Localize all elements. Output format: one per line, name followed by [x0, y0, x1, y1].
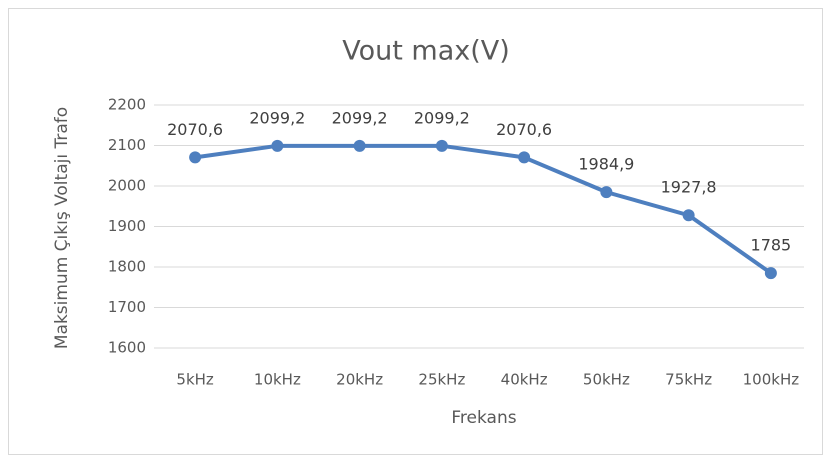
y-tick-label: 2200: [108, 96, 146, 114]
data-label: 1785: [751, 236, 792, 255]
y-tick-label: 2000: [108, 177, 146, 195]
marker: [189, 151, 202, 164]
chart-title: Vout max(V): [342, 36, 510, 67]
x-tick-label: 25kHz: [418, 371, 465, 389]
y-tick-label: 1800: [108, 258, 146, 276]
x-tick-label: 20kHz: [336, 371, 383, 389]
y-tick-label: 1900: [108, 217, 146, 235]
data-label: 2099,2: [249, 108, 305, 127]
x-tick-label: 75kHz: [665, 371, 712, 389]
x-tick-label: 100kHz: [743, 371, 800, 389]
marker: [435, 139, 448, 152]
x-tick-label: 50kHz: [583, 371, 630, 389]
data-label: 2070,6: [496, 120, 552, 139]
y-tick-label: 2100: [108, 136, 146, 154]
data-label: 2070,6: [167, 120, 223, 139]
x-axis-title: Frekans: [451, 408, 516, 428]
marker: [518, 151, 531, 164]
marker: [764, 267, 777, 280]
x-tick-label: 40kHz: [501, 371, 548, 389]
data-label: 2099,2: [332, 108, 388, 127]
marker: [600, 186, 613, 199]
data-label: 1927,8: [661, 178, 717, 197]
marker: [353, 139, 366, 152]
chart-frame: [8, 8, 823, 455]
x-tick-label: 5kHz: [176, 371, 214, 389]
data-label: 1984,9: [578, 155, 634, 174]
x-tick-label: 10kHz: [254, 371, 301, 389]
y-tick-label: 1600: [108, 339, 146, 357]
y-axis-title: Maksimum Çıkış Voltajı Trafo: [52, 107, 72, 349]
data-label: 2099,2: [414, 108, 470, 127]
line: [194, 143, 773, 275]
marker: [271, 139, 284, 152]
marker: [682, 209, 695, 222]
y-tick-label: 1700: [108, 298, 146, 316]
